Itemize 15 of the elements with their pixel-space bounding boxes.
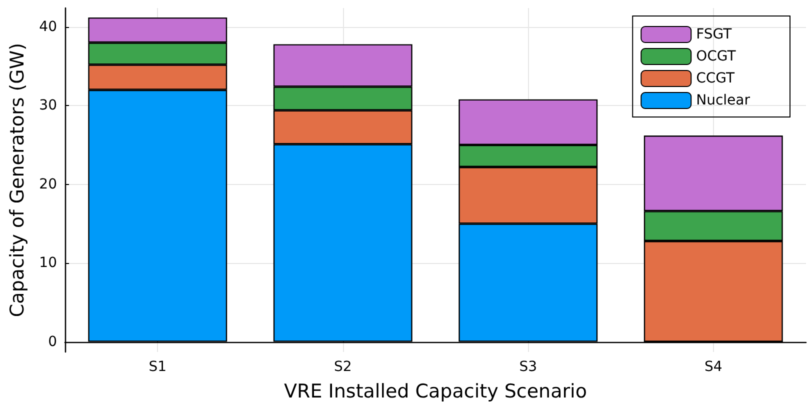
legend-label: FSGT bbox=[696, 26, 732, 42]
x-axis-title: VRE Installed Capacity Scenario bbox=[284, 380, 587, 402]
x-tick-label: S3 bbox=[519, 359, 538, 375]
y-tick-label: 0 bbox=[48, 334, 57, 350]
legend-label: CCGT bbox=[696, 70, 736, 86]
legend-label: OCGT bbox=[696, 48, 736, 64]
x-tick-label: S4 bbox=[704, 359, 722, 375]
x-tick-label: S1 bbox=[148, 359, 167, 375]
x-tick-label: S2 bbox=[334, 359, 352, 375]
y-tick-label: 30 bbox=[39, 98, 57, 114]
y-tick-label: 10 bbox=[39, 255, 57, 272]
y-tick-label: 20 bbox=[39, 176, 57, 192]
y-tick-label: 40 bbox=[39, 18, 57, 35]
y-axis-title: Capacity of Generators (GW) bbox=[6, 42, 28, 318]
legend-label: Nuclear bbox=[696, 92, 750, 108]
